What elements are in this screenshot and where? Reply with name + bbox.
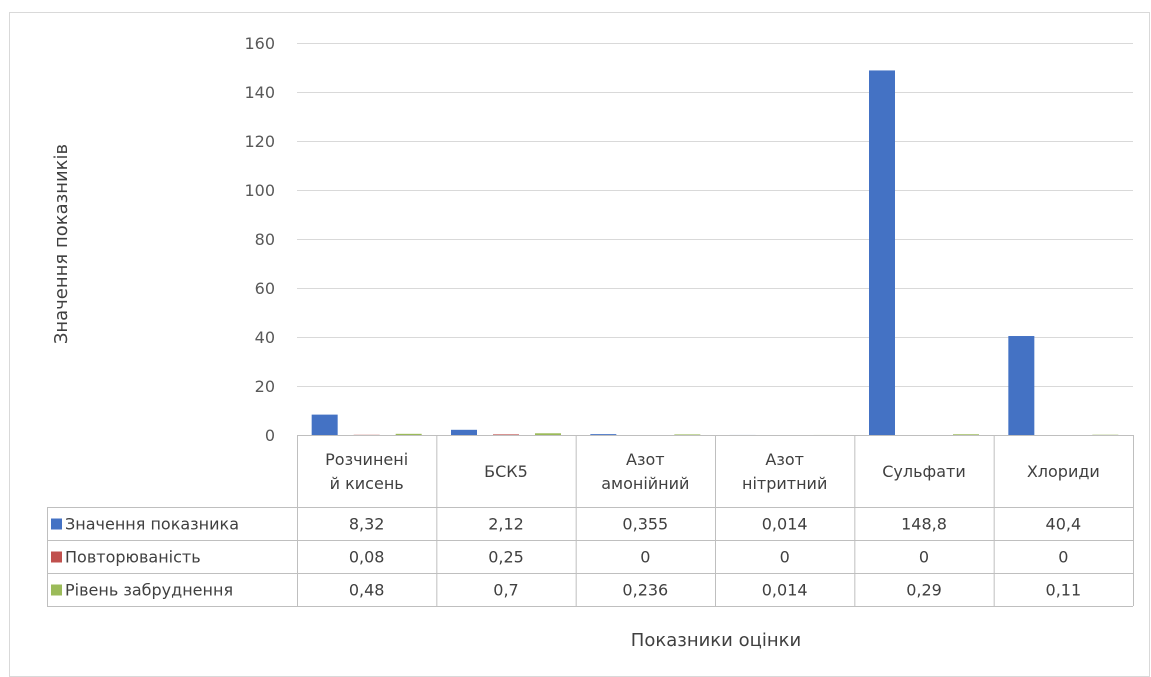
series-name: Повторюваність [65, 548, 201, 567]
category-label: Хлориди [1027, 462, 1100, 481]
bar [869, 70, 895, 435]
gridlines [297, 43, 1133, 436]
category-label: Азот [765, 450, 804, 469]
y-tick-label: 160 [244, 34, 275, 53]
y-axis-ticks: 0 20 40 60 80 100 120 140 160 [244, 34, 275, 445]
category-label: Розчинені [325, 450, 408, 469]
series-name: Рівень забруднення [65, 581, 233, 600]
data-label: 0,25 [488, 548, 524, 567]
data-label: 0,11 [1046, 581, 1082, 600]
category-label: нітритний [742, 474, 827, 493]
bar [535, 433, 561, 435]
y-tick-label: 40 [255, 328, 275, 347]
data-label: 0 [780, 548, 790, 567]
bar [451, 429, 477, 435]
data-label: 0,014 [762, 515, 808, 534]
data-label: 0,014 [762, 581, 808, 600]
data-label: 0,7 [493, 581, 518, 600]
bar [1008, 336, 1035, 435]
category-label: Сульфати [882, 462, 966, 481]
data-label: 8,32 [349, 515, 385, 534]
category-label: Азот [626, 450, 665, 469]
data-label: 40,4 [1046, 515, 1082, 534]
y-tick-label: 100 [244, 181, 275, 200]
legend-key [51, 518, 62, 530]
legend-key [51, 551, 62, 563]
data-label: 0 [919, 548, 929, 567]
y-tick-label: 60 [255, 279, 275, 298]
data-label: 0,08 [349, 548, 385, 567]
legend-key [51, 584, 62, 596]
x-axis-title: Показники оцінки [631, 630, 801, 651]
data-label: 0,236 [622, 581, 668, 600]
bar [590, 434, 617, 435]
data-label: 0,29 [906, 581, 942, 600]
bar [674, 434, 701, 435]
y-tick-label: 20 [255, 377, 275, 396]
chart-frame [9, 12, 1150, 677]
bar [395, 433, 422, 435]
y-tick-label: 80 [255, 230, 275, 249]
data-label: 0,48 [349, 581, 385, 600]
category-label: БСК5 [484, 462, 528, 481]
data-label: 0 [1058, 548, 1068, 567]
category-label: й кисень [330, 474, 404, 493]
data-table: Розчинені й кисень БСК5 Азот амонійний Азот ні… [47, 435, 1134, 607]
bar [953, 434, 979, 435]
category-label: амонійний [601, 474, 689, 493]
bar [311, 414, 338, 435]
bar [493, 434, 519, 435]
bars [311, 70, 1119, 435]
y-tick-label: 140 [244, 83, 275, 102]
y-axis-title: Значення показників [51, 144, 72, 344]
y-tick-label: 120 [244, 132, 275, 151]
data-label: 148,8 [901, 515, 947, 534]
data-label: 0,355 [622, 515, 668, 534]
data-label: 2,12 [488, 515, 524, 534]
y-tick-label: 0 [265, 426, 275, 445]
data-label: 0 [640, 548, 650, 567]
series-name: Значення показника [65, 515, 239, 534]
